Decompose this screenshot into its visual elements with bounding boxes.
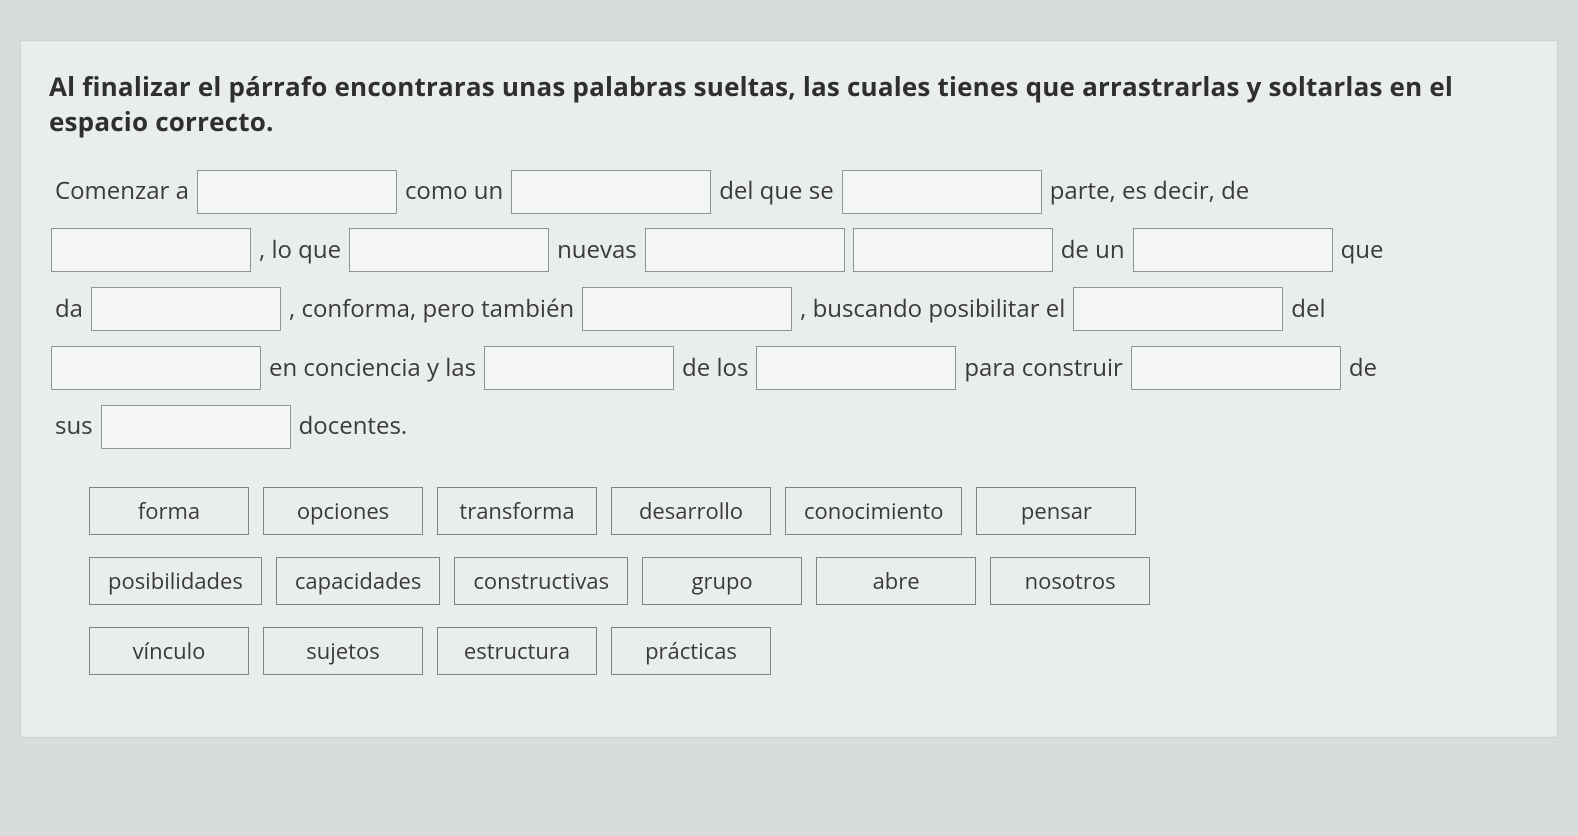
- text-segment: Comenzar a: [49, 165, 195, 218]
- text-segment: de un: [1055, 224, 1131, 277]
- paragraph-row-5: sus docentes.: [49, 400, 1529, 453]
- word-bank-row-1: forma opciones transforma desarrollo con…: [49, 487, 1529, 535]
- word-bank-row-2: posibilidades capacidades constructivas …: [49, 557, 1529, 605]
- drop-target[interactable]: [756, 346, 956, 390]
- drop-target[interactable]: [91, 287, 281, 331]
- draggable-word[interactable]: sujetos: [263, 627, 423, 675]
- drop-target[interactable]: [349, 228, 549, 272]
- text-segment: sus: [49, 400, 99, 453]
- drop-target[interactable]: [842, 170, 1042, 214]
- drop-target[interactable]: [51, 346, 261, 390]
- drop-target[interactable]: [1131, 346, 1341, 390]
- text-segment: docentes.: [293, 400, 414, 453]
- draggable-word[interactable]: pensar: [976, 487, 1136, 535]
- text-segment: da: [49, 283, 89, 336]
- word-bank: forma opciones transforma desarrollo con…: [49, 487, 1529, 675]
- text-segment: , conforma, pero también: [283, 283, 580, 336]
- text-segment: en conciencia y las: [263, 342, 482, 395]
- draggable-word[interactable]: abre: [816, 557, 976, 605]
- draggable-word[interactable]: capacidades: [276, 557, 441, 605]
- text-segment: de los: [676, 342, 754, 395]
- text-segment: del que se: [713, 165, 839, 218]
- drop-target[interactable]: [51, 228, 251, 272]
- draggable-word[interactable]: prácticas: [611, 627, 771, 675]
- drop-target[interactable]: [853, 228, 1053, 272]
- text-segment: , lo que: [253, 224, 347, 277]
- paragraph-row-3: da , conforma, pero también , buscando p…: [49, 283, 1529, 336]
- fill-paragraph: Comenzar a como un del que se parte, es …: [49, 165, 1529, 453]
- paragraph-row-1: Comenzar a como un del que se parte, es …: [49, 165, 1529, 218]
- drop-target[interactable]: [101, 405, 291, 449]
- text-segment: para construir: [958, 342, 1128, 395]
- exercise-card: Al finalizar el párrafo encontraras unas…: [20, 40, 1558, 738]
- paragraph-row-2: , lo que nuevas de un que: [49, 224, 1529, 277]
- draggable-word[interactable]: forma: [89, 487, 249, 535]
- draggable-word[interactable]: opciones: [263, 487, 423, 535]
- text-segment: del: [1285, 283, 1331, 336]
- draggable-word[interactable]: transforma: [437, 487, 597, 535]
- drop-target[interactable]: [1073, 287, 1283, 331]
- draggable-word[interactable]: posibilidades: [89, 557, 262, 605]
- instruction-text: Al finalizar el párrafo encontraras unas…: [49, 69, 1529, 139]
- text-segment: de: [1343, 342, 1383, 395]
- draggable-word[interactable]: nosotros: [990, 557, 1150, 605]
- draggable-word[interactable]: vínculo: [89, 627, 249, 675]
- word-bank-row-3: vínculo sujetos estructura prácticas: [49, 627, 1529, 675]
- drop-target[interactable]: [645, 228, 845, 272]
- paragraph-row-4: en conciencia y las de los para construi…: [49, 342, 1529, 395]
- text-segment: nuevas: [551, 224, 643, 277]
- drop-target[interactable]: [582, 287, 792, 331]
- text-segment: , buscando posibilitar el: [794, 283, 1071, 336]
- drop-target[interactable]: [484, 346, 674, 390]
- drop-target[interactable]: [197, 170, 397, 214]
- text-segment: como un: [399, 165, 509, 218]
- draggable-word[interactable]: constructivas: [454, 557, 628, 605]
- draggable-word[interactable]: conocimiento: [785, 487, 962, 535]
- text-segment: parte, es decir, de: [1044, 165, 1256, 218]
- draggable-word[interactable]: desarrollo: [611, 487, 771, 535]
- draggable-word[interactable]: grupo: [642, 557, 802, 605]
- draggable-word[interactable]: estructura: [437, 627, 597, 675]
- drop-target[interactable]: [511, 170, 711, 214]
- drop-target[interactable]: [1133, 228, 1333, 272]
- text-segment: que: [1335, 224, 1390, 277]
